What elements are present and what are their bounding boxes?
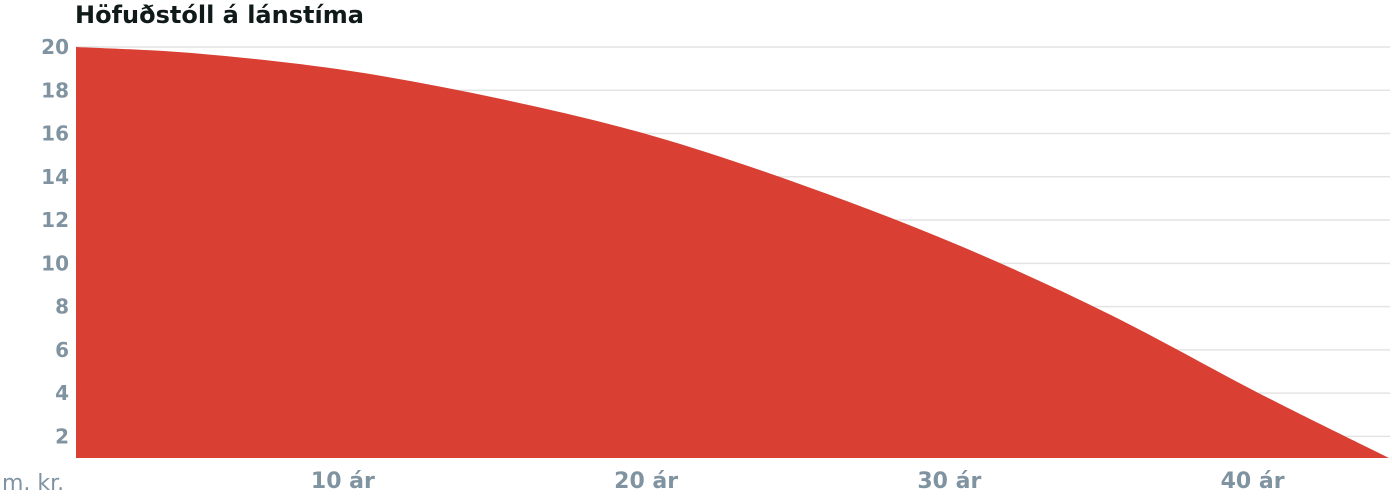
principal-area xyxy=(76,47,1389,458)
x-tick-label: 10 ár xyxy=(311,469,375,494)
y-tick-label: 18 xyxy=(41,78,69,102)
y-tick-label: 4 xyxy=(55,381,69,405)
y-tick-label: 16 xyxy=(41,122,69,146)
x-tick-label: 40 ár xyxy=(1221,469,1285,494)
x-tick-label: 30 ár xyxy=(917,469,981,494)
y-tick-label: 20 xyxy=(41,35,69,59)
x-tick-label: 20 ár xyxy=(614,469,678,494)
x-axis-ticks: 10 ár 20 ár 30 ár 40 ár xyxy=(311,469,1285,494)
y-tick-label: 2 xyxy=(55,424,69,448)
y-tick-label: 12 xyxy=(41,208,69,232)
y-axis-ticks: 2 4 6 8 10 12 14 16 18 20 xyxy=(41,35,69,448)
y-tick-label: 10 xyxy=(41,251,69,275)
y-tick-label: 14 xyxy=(41,165,69,189)
y-tick-label: 6 xyxy=(55,338,69,362)
y-unit-label: m. kr. xyxy=(2,471,64,496)
chart-title: Höfuðstóll á lánstíma xyxy=(75,1,364,29)
y-tick-label: 8 xyxy=(55,295,69,319)
